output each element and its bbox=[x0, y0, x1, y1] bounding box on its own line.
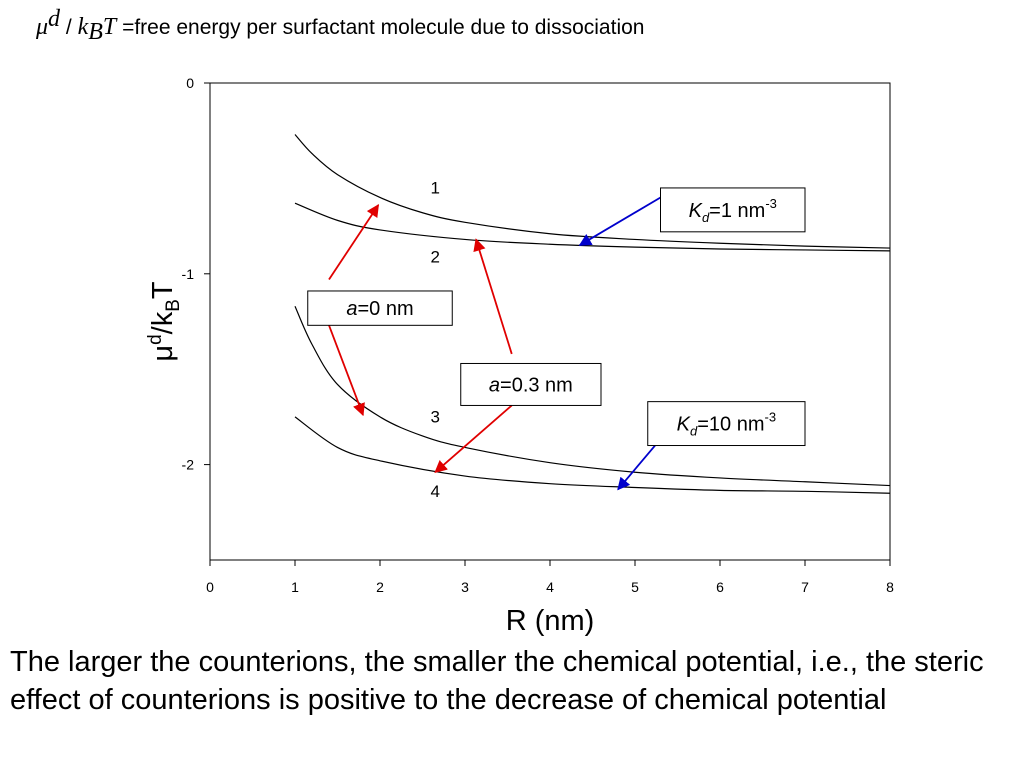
x-tick-label: 1 bbox=[291, 579, 299, 595]
annotation-superscript: -3 bbox=[765, 410, 777, 425]
slash: / bbox=[60, 16, 78, 39]
t-symbol: T bbox=[102, 14, 117, 40]
x-axis-label: R (nm) bbox=[506, 605, 595, 637]
y-axis-label: μd/kBT bbox=[145, 281, 184, 362]
annotation-label: Kd=10 nm-3 bbox=[677, 410, 776, 439]
mu-symbol: μ bbox=[36, 14, 49, 40]
annotation-superscript: -3 bbox=[765, 196, 777, 211]
annotation-arrow bbox=[473, 238, 513, 355]
series-line-2 bbox=[294, 202, 891, 252]
annotation-box bbox=[460, 362, 602, 406]
x-tick-label: 2 bbox=[376, 579, 384, 595]
annotation-subscript: d bbox=[690, 424, 698, 439]
annotation-label: Kd=1 nm-3 bbox=[689, 196, 777, 225]
annotation-text: =10 nm bbox=[697, 414, 764, 436]
y-label-mu: μ bbox=[147, 345, 179, 362]
header-definition: μd / kBT =free energy per surfactant mol… bbox=[36, 6, 644, 46]
x-tick-label: 3 bbox=[461, 579, 469, 595]
subscript-b: B bbox=[88, 19, 103, 46]
annotation-italic: K bbox=[689, 200, 704, 222]
x-tick-label: 6 bbox=[716, 579, 724, 595]
annotation-arrow bbox=[328, 204, 380, 281]
y-label-k: /k bbox=[147, 311, 179, 334]
curve-label-2: 2 bbox=[431, 247, 440, 266]
y-label-t: T bbox=[147, 281, 179, 299]
annotation-box bbox=[647, 401, 806, 447]
annotation-arrow bbox=[328, 324, 365, 417]
annotation-italic: a bbox=[346, 298, 357, 320]
annotation-text: =1 nm bbox=[709, 200, 765, 222]
curve-label-3: 3 bbox=[431, 408, 440, 427]
annotation-text: =0.3 nm bbox=[500, 374, 573, 396]
annotation-label: a=0 nm bbox=[346, 298, 413, 320]
annotation-text: =0 nm bbox=[357, 298, 413, 320]
series-line-3 bbox=[294, 305, 891, 487]
annotation-subscript: d bbox=[702, 210, 710, 225]
annotation-box bbox=[307, 290, 453, 326]
annotation-italic: K bbox=[677, 414, 692, 436]
annotation-box bbox=[660, 187, 806, 233]
x-tick-label: 7 bbox=[801, 579, 809, 595]
annotation-arrow bbox=[434, 404, 513, 474]
series-line-4 bbox=[294, 416, 891, 494]
x-tick-label: 5 bbox=[631, 579, 639, 595]
curve-label-4: 4 bbox=[431, 482, 440, 501]
x-tick-label: 0 bbox=[206, 579, 214, 595]
caption-text: The larger the counterions, the smaller … bbox=[10, 646, 984, 716]
y-tick-label: -2 bbox=[182, 457, 195, 473]
superscript-d: d bbox=[48, 6, 61, 32]
annotation-italic: a bbox=[489, 374, 500, 396]
x-tick-label: 8 bbox=[886, 579, 894, 595]
annotation-arrow bbox=[578, 196, 661, 246]
y-label-d: d bbox=[145, 334, 166, 345]
x-tick-label: 4 bbox=[546, 579, 554, 595]
y-tick-label: 0 bbox=[186, 75, 194, 91]
y-tick-label: -1 bbox=[182, 266, 195, 282]
curve-label-1: 1 bbox=[431, 179, 440, 198]
k-symbol: k bbox=[77, 14, 89, 40]
y-label-b: B bbox=[163, 299, 184, 312]
header-text: =free energy per surfactant molecule due… bbox=[116, 16, 645, 39]
annotation-label: a=0.3 nm bbox=[489, 374, 573, 396]
series-line-1 bbox=[294, 134, 891, 249]
